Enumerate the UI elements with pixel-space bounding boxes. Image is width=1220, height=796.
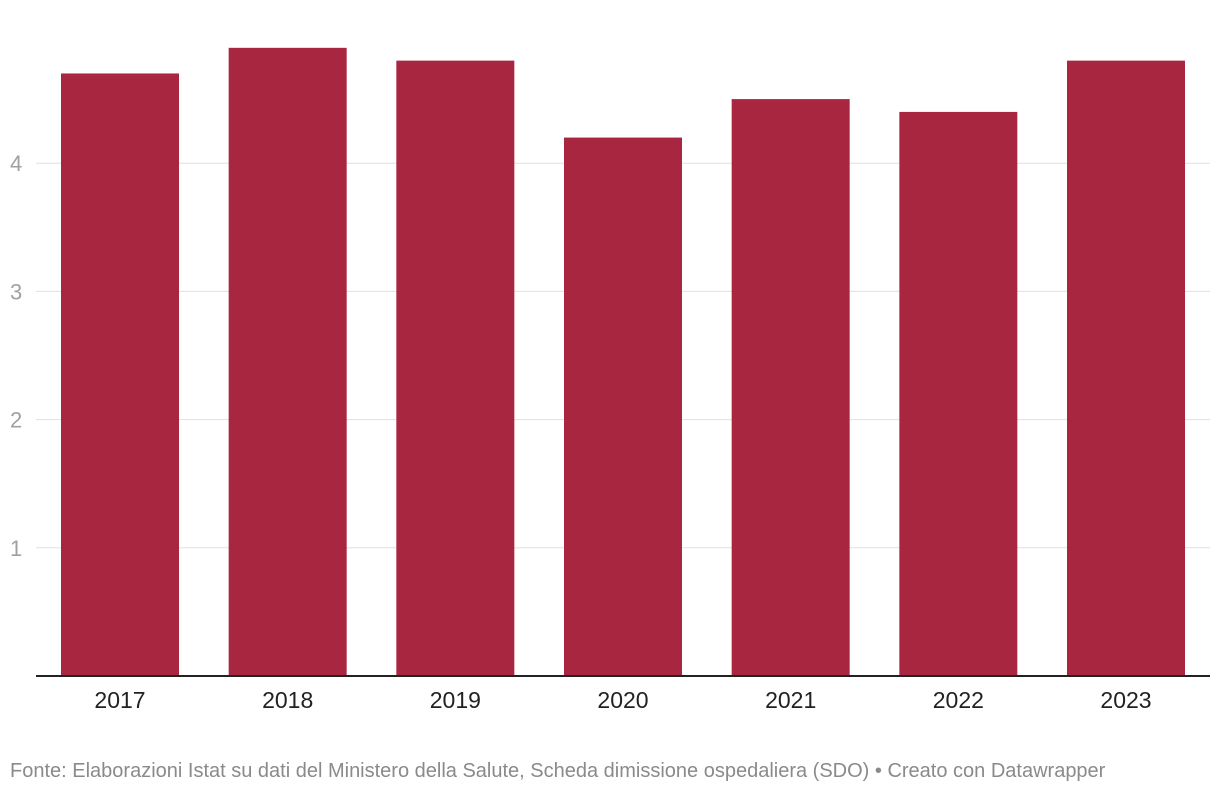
x-tick-label: 2020 bbox=[597, 687, 648, 713]
x-tick-label: 2018 bbox=[262, 687, 313, 713]
bar-chart: 1 2 3 4 2017 2018 2019 2020 2021 2022 2023 bbox=[10, 47, 1210, 713]
bar-2020 bbox=[564, 137, 682, 676]
bar-2019 bbox=[396, 60, 515, 676]
bar-2023 bbox=[1067, 60, 1185, 676]
bars bbox=[61, 47, 1185, 677]
x-tick-label: 2017 bbox=[94, 687, 145, 713]
bar-2022 bbox=[899, 111, 1018, 677]
y-axis-ticks: 1 2 3 4 bbox=[10, 151, 22, 561]
source-footer: Fonte: Elaborazioni Istat su dati del Mi… bbox=[10, 760, 1106, 782]
x-tick-label: 2022 bbox=[933, 687, 984, 713]
x-axis-ticks: 2017 2018 2019 2020 2021 2022 2023 bbox=[94, 687, 1151, 713]
y-tick-label: 4 bbox=[10, 151, 22, 176]
y-tick-label: 3 bbox=[10, 279, 22, 304]
x-tick-label: 2023 bbox=[1100, 687, 1151, 713]
x-tick-label: 2019 bbox=[430, 687, 481, 713]
y-tick-label: 1 bbox=[10, 536, 22, 561]
bar-2018 bbox=[228, 47, 347, 676]
bar-2021 bbox=[731, 99, 850, 677]
bar-2017 bbox=[61, 73, 179, 676]
x-tick-label: 2021 bbox=[765, 687, 816, 713]
y-tick-label: 2 bbox=[10, 408, 22, 433]
